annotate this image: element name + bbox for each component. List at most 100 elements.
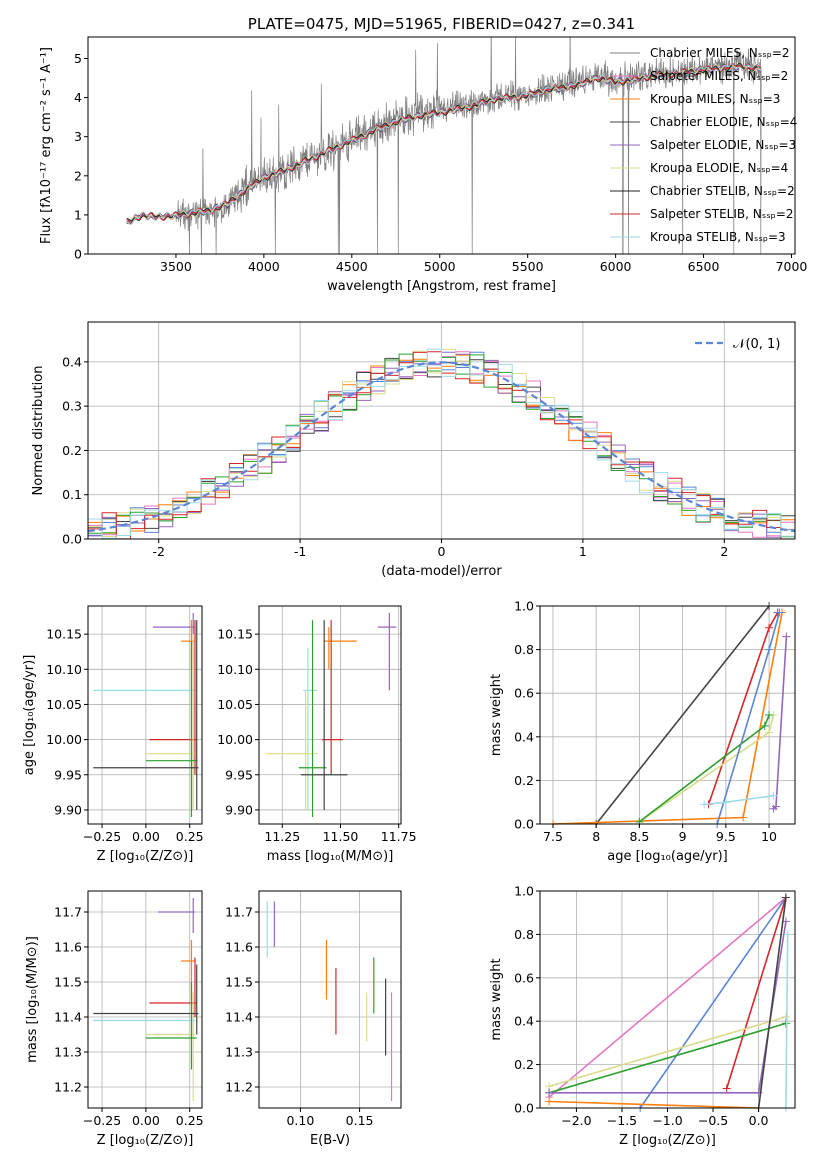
x-axis-label: Z [log₁₀(Z/Z⊙)] <box>619 1133 716 1148</box>
x-tick-label: −0.25 <box>83 829 121 844</box>
gaussian-reference-curve <box>87 361 796 533</box>
axes-frame <box>539 605 796 825</box>
x-tick-label: 10 <box>761 829 777 844</box>
mass-weight-marker <box>783 930 792 939</box>
x-axis-label: Z [log₁₀(Z/Z⊙)] <box>97 1133 194 1148</box>
model-spectrum-line <box>126 63 762 226</box>
legend-label: Salpeter STELIB, Nₛₛₚ=2 <box>650 207 794 221</box>
x-tick-label: 4000 <box>248 259 280 274</box>
y-axis-label: mass [log₁₀(M/M⊙)] <box>25 936 40 1063</box>
mass-weight-marker <box>765 728 774 737</box>
plot-area <box>88 891 202 1108</box>
mass-weight-line <box>595 605 770 825</box>
mass-vs-extinction-panel: 0.10 0.15 11.2 11.3 11.4 11.5 11.6 11.7 E(B-V) <box>225 890 402 1148</box>
y-tick-label: 10.05 <box>46 697 82 712</box>
age-vs-mass-panel: 11.25 11.50 11.75 9.90 9.95 10.00 10.05 10.10 10… <box>217 605 417 864</box>
axes-frame <box>87 605 203 825</box>
y-tick-label: 11.5 <box>225 975 253 990</box>
y-tick-label: 10.00 <box>217 732 253 747</box>
axes-frame <box>258 890 402 1109</box>
x-axis-label: age [log₁₀(age/yr)] <box>607 849 728 864</box>
x-tick-label: 6500 <box>688 259 720 274</box>
mass-vs-metallicity-panel: −0.25 0.00 0.25 11.2 11.3 11.4 11.5 11.6 11.7 Z [… <box>25 890 204 1148</box>
x-tick-label: 0.00 <box>132 829 160 844</box>
legend-label: Kroupa MILES, Nₛₛₚ=3 <box>650 92 780 106</box>
x-tick-label: 9 <box>679 829 687 844</box>
x-axis-label: mass [log₁₀(M/M⊙)] <box>267 849 394 864</box>
y-tick-label: 9.95 <box>225 767 253 782</box>
mass-weight-marker <box>700 800 709 809</box>
x-tick-label: −2.0 <box>561 1113 591 1128</box>
mass-weight-marker <box>739 813 748 822</box>
mass-weight-marker <box>781 1019 790 1028</box>
y-tick-label: 1.0 <box>514 599 534 614</box>
y-axis-label: mass weight <box>489 674 504 756</box>
x-tick-label: 1 <box>579 544 587 559</box>
spectrum-panel: 3500 4000 4500 5000 5500 6000 6500 7000 0 1 2 3 4 5 wa… <box>39 15 807 294</box>
y-tick-label: 0.2 <box>514 1057 534 1072</box>
x-tick-label: 9.5 <box>716 829 736 844</box>
x-axis-label: (data-model)/error <box>381 564 502 579</box>
y-tick-label: 11.6 <box>54 940 82 955</box>
residual-histogram-panel: -2 -1 0 1 2 0.0 0.1 0.2 0.3 0.4 (data-model)/error… <box>31 321 796 579</box>
mass-weight-marker <box>765 711 774 719</box>
y-tick-label: 0.2 <box>514 773 534 788</box>
x-tick-label: 0.25 <box>176 829 204 844</box>
y-tick-label: 11.3 <box>225 1045 253 1060</box>
axes-frame <box>87 36 796 255</box>
y-tick-label: 9.95 <box>54 767 82 782</box>
y-tick-label: 0.8 <box>514 642 534 657</box>
plot-area <box>88 606 202 824</box>
y-tick-label: 11.5 <box>54 975 82 990</box>
x-tick-label: 0.15 <box>346 1113 374 1128</box>
y-tick-label: 0.4 <box>62 354 82 369</box>
mass-weight-marker <box>771 802 780 811</box>
mass-weight-marker <box>545 1088 554 1097</box>
y-axis-label: mass weight <box>489 958 504 1040</box>
y-tick-label: 0.2 <box>62 443 82 458</box>
x-tick-label: 7.5 <box>543 829 563 844</box>
y-tick-label: 11.6 <box>225 940 253 955</box>
x-tick-label: 0.0 <box>749 1113 769 1128</box>
legend-label: Salpeter ELODIE, Nₛₛₚ=3 <box>650 138 796 152</box>
y-tick-label: 1 <box>74 207 82 222</box>
legend-label: Kroupa ELODIE, Nₛₛₚ=4 <box>650 161 788 175</box>
legend-label: Chabrier STELIB, Nₛₛₚ=2 <box>650 184 795 198</box>
y-tick-label: 0.0 <box>62 532 82 547</box>
y-tick-label: 10.05 <box>217 697 253 712</box>
x-axis-label: E(B-V) <box>310 1133 350 1148</box>
chart-title: PLATE=0475, MJD=51965, FIBERID=0427, z=0… <box>248 15 635 33</box>
mass-weight-line <box>785 934 789 1109</box>
y-tick-label: 11.2 <box>225 1080 253 1095</box>
legend-label: Kroupa STELIB, Nₛₛₚ=3 <box>650 230 786 244</box>
y-tick-label: 11.3 <box>54 1045 82 1060</box>
y-tick-label: 10.15 <box>46 627 82 642</box>
mass-weight-marker <box>760 721 769 730</box>
y-tick-label: 11.7 <box>54 905 82 920</box>
y-axis-label: Normed distribution <box>31 366 46 496</box>
plot-area <box>259 606 401 824</box>
y-tick-label: 3 <box>74 129 82 144</box>
legend-label: Chabrier ELODIE, Nₛₛₚ=4 <box>650 115 797 129</box>
x-tick-label: −0.25 <box>83 1113 121 1128</box>
mass-weight-line <box>549 1100 759 1109</box>
mass-weight-marker <box>765 623 774 632</box>
y-tick-label: 11.4 <box>54 1010 82 1025</box>
age-vs-metallicity-panel: −0.25 0.00 0.25 9.90 9.95 10.00 10.05 10.10 10.1… <box>22 605 204 864</box>
x-tick-label: −1.5 <box>607 1113 637 1128</box>
model-spectrum-line <box>126 62 762 222</box>
x-tick-label: 8.5 <box>629 829 649 844</box>
y-tick-label: 10.10 <box>217 662 253 677</box>
y-tick-label: 10.00 <box>46 732 82 747</box>
y-tick-label: 0.0 <box>514 1101 534 1116</box>
mass-weight-marker <box>545 1097 554 1106</box>
mass-weight-line <box>548 1016 787 1088</box>
x-tick-label: 0.25 <box>176 1113 204 1128</box>
x-axis-label: Z [log₁₀(Z/Z⊙)] <box>97 849 194 864</box>
mass-weight-marker <box>765 645 774 654</box>
x-tick-label: 5000 <box>424 259 456 274</box>
mass-weight-marker <box>781 893 790 902</box>
mass-weight-marker <box>721 798 730 807</box>
plot-area <box>540 606 795 824</box>
x-axis-label: wavelength [Angstrom, rest frame] <box>327 279 556 294</box>
